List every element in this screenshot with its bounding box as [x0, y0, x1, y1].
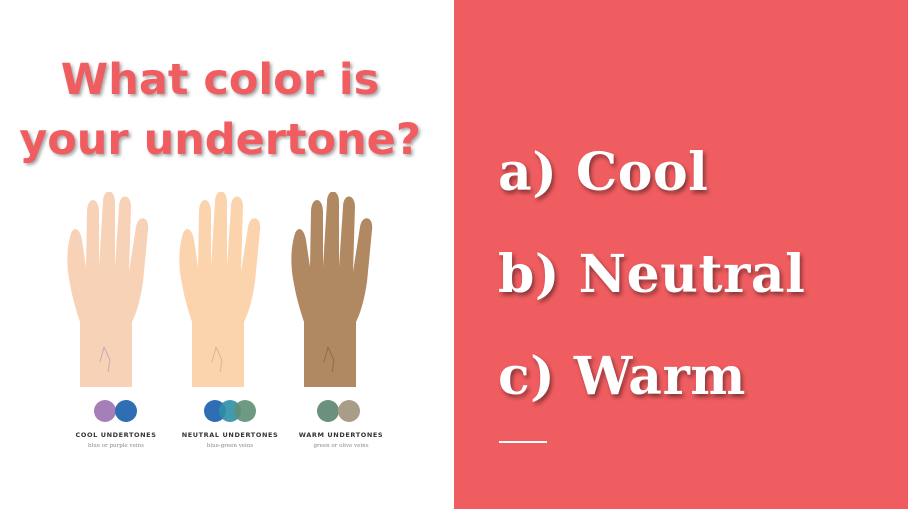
- neutral-hand: [179, 192, 261, 387]
- question-title: What color is your undertone?: [0, 50, 440, 170]
- warm-swatches: [317, 400, 360, 422]
- undertone-illustration: COOL UNDERTONES blue or purple veins NEU…: [67, 192, 383, 449]
- cool-subcaption: blue or purple veins: [88, 443, 144, 449]
- left-panel: What color is your undertone?: [0, 50, 440, 449]
- question-line-2: your undertone?: [19, 115, 421, 165]
- neutral-swatches: [204, 400, 256, 422]
- cool-caption: COOL UNDERTONES: [75, 431, 156, 439]
- option-warm: c) Warm: [498, 346, 746, 407]
- divider-line: [499, 441, 547, 443]
- warm-caption: WARM UNDERTONES: [299, 431, 383, 439]
- right-panel: [454, 0, 908, 509]
- cool-swatches: [94, 400, 137, 422]
- warm-subcaption: green or olive veins: [313, 443, 368, 449]
- option-cool: a) Cool: [498, 142, 709, 203]
- question-line-1: What color is: [60, 55, 380, 105]
- option-neutral: b) Neutral: [498, 244, 806, 305]
- warm-hand: [291, 192, 373, 387]
- answer-options: a) Cool b) Neutral c) Warm: [498, 122, 805, 428]
- neutral-subcaption: blue-green veins: [207, 443, 254, 449]
- cool-hand: [67, 192, 149, 387]
- neutral-caption: NEUTRAL UNDERTONES: [182, 431, 279, 439]
